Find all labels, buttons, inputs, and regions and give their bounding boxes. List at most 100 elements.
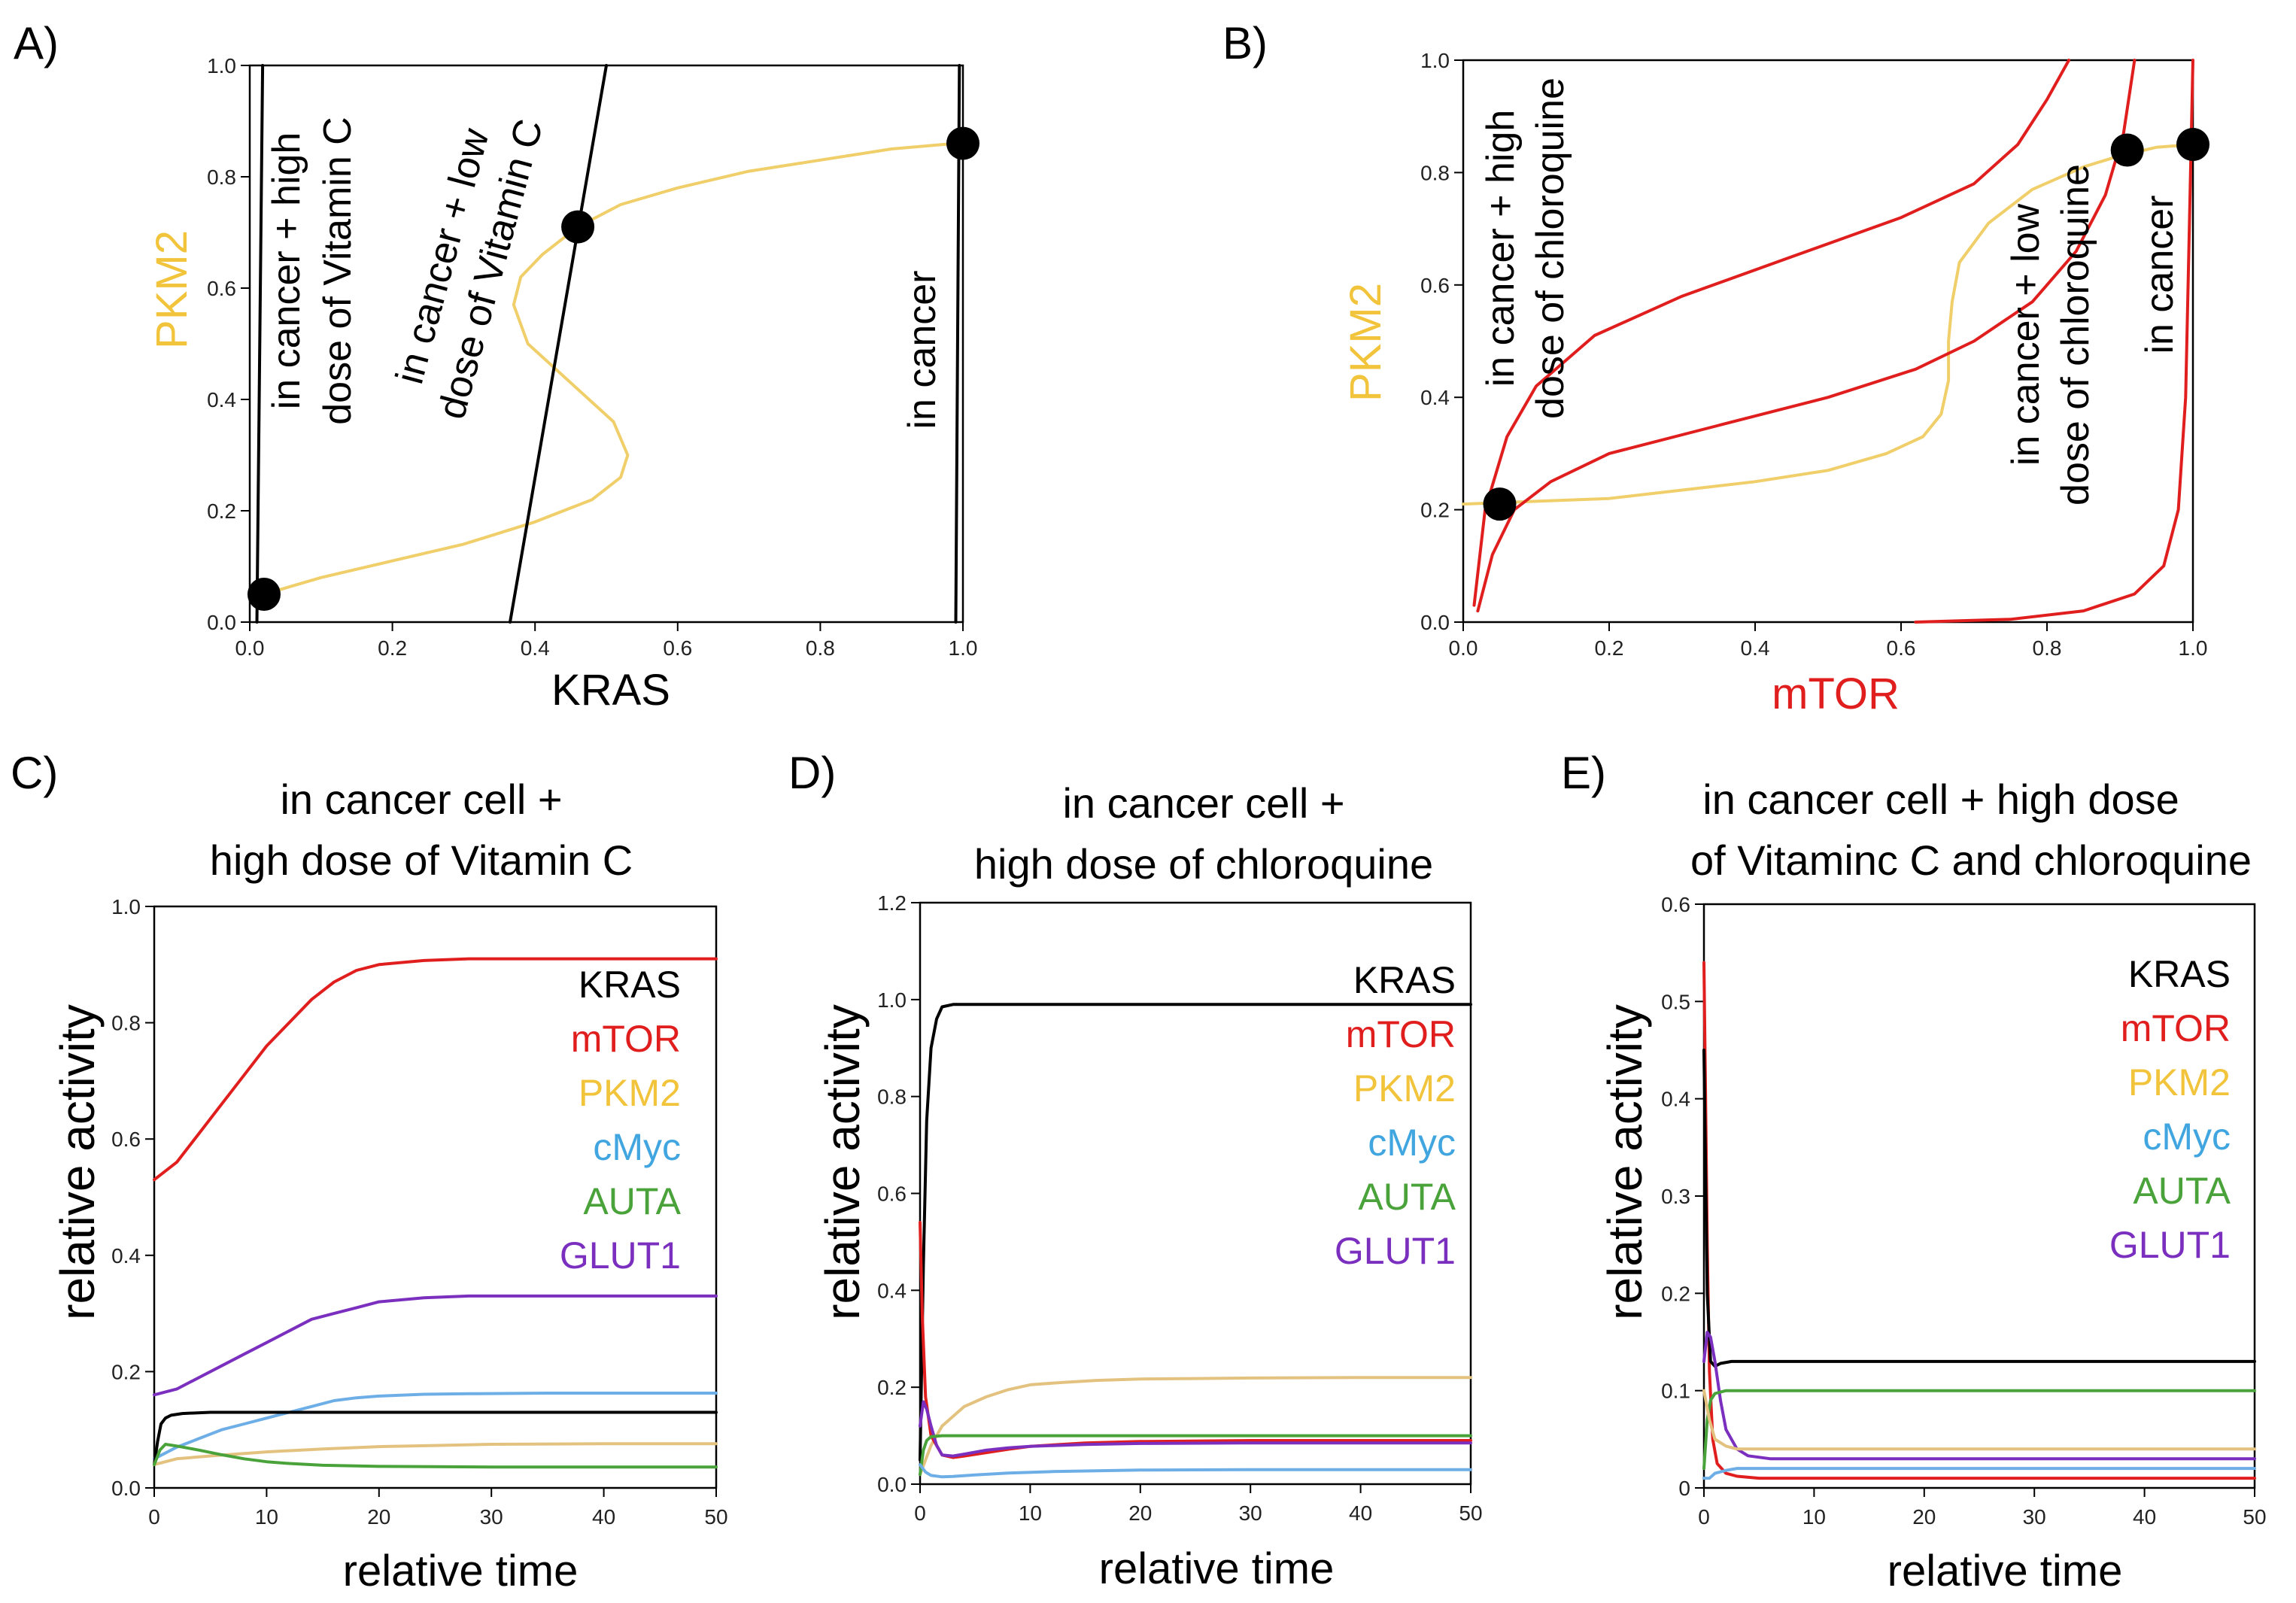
axes-d: 0 10 20 30 40 50 0.0 0.2 0.4 0.6 0.8 1.0 1.2 xyxy=(877,891,1483,1525)
x-tick-label-a: 0.0 xyxy=(235,636,265,660)
legend-item-e-glut1: GLUT1 xyxy=(2109,1224,2231,1266)
y-tick-label-a: 0.8 xyxy=(207,165,236,189)
annotation-a-high-line2: dose of Vitamin C xyxy=(316,117,360,424)
plot-area-b xyxy=(1462,59,2209,624)
plot-area-a xyxy=(247,64,979,624)
series-line-a-pkm2-nullcline xyxy=(263,141,958,596)
x-axis-label-c: relative time xyxy=(343,1547,579,1595)
x-axis-label-a: KRAS xyxy=(551,666,670,715)
annotation-b-low: in cancer + low dose of chloroquine xyxy=(2004,164,2097,505)
panel-a: A) 0.0 0.2 0.4 0.6 0.8 1.00.00.20.40.60.81.0 … xyxy=(14,18,979,715)
fixed-point-marker-b xyxy=(1483,487,1517,521)
y-tick-label-c: 0.4 xyxy=(111,1244,141,1268)
y-tick-label-e: 0.1 xyxy=(1661,1380,1690,1403)
annotation-b-low-line2: dose of chloroquine xyxy=(2054,164,2097,505)
annotation-a-high: in cancer + high dose of Vitamin C xyxy=(265,117,360,424)
x-tick-label-c: 10 xyxy=(255,1505,278,1529)
y-tick-label-b: 0.8 xyxy=(1420,161,1450,184)
x-tick-label-e: 10 xyxy=(1802,1505,1826,1529)
x-axis-label-b: mTOR xyxy=(1772,669,1900,718)
legend-item-c-glut1: GLUT1 xyxy=(560,1234,681,1277)
y-tick-label-d: 0.0 xyxy=(877,1473,907,1496)
annotation-b-cancer: in cancer xyxy=(2138,196,2182,354)
legend-item-d-mtor: mTOR xyxy=(1346,1013,1456,1055)
x-tick-label-b: 0.4 xyxy=(1741,636,1770,660)
y-tick-label-d: 0.8 xyxy=(877,1085,907,1109)
x-tick-label-c: 0 xyxy=(148,1505,160,1529)
y-tick-label-b: 0.4 xyxy=(1420,386,1450,409)
x-tick-label-e: 30 xyxy=(2023,1505,2046,1529)
y-tick-label-c: 0.6 xyxy=(111,1128,141,1151)
y-tick-label-a: 1.0 xyxy=(207,54,236,77)
y-tick-label-a: 0.6 xyxy=(207,277,236,300)
x-tick-label-d: 10 xyxy=(1019,1501,1042,1525)
y-tick-label-e: 0 xyxy=(1678,1477,1690,1500)
legend-item-c-cmyc: cMyc xyxy=(593,1126,681,1168)
x-tick-label-c: 50 xyxy=(704,1505,727,1529)
y-tick-label-d: 0.6 xyxy=(877,1183,907,1206)
y-tick-label-a: 0.4 xyxy=(207,388,236,411)
series-line-c-pkm2 xyxy=(153,1442,718,1467)
x-tick-label-a: 0.6 xyxy=(663,636,692,660)
x-tick-label-d: 50 xyxy=(1459,1501,1482,1525)
panel-c: C) in cancer cell + high dose of Vitamin… xyxy=(11,748,728,1595)
y-axis-label-e: relative activity xyxy=(1598,1004,1652,1320)
y-tick-label-a: 0.0 xyxy=(207,611,236,634)
plot-frame-c xyxy=(153,905,718,1489)
y-tick-label-c: 0.0 xyxy=(111,1477,141,1500)
legend-e: KRAS mTOR PKM2 cMyc AUTA GLUT1 xyxy=(2109,953,2231,1266)
series-line-e-pkm2 xyxy=(1702,1389,2256,1451)
x-tick-label-e: 40 xyxy=(2133,1505,2156,1529)
series-line-d-mtor xyxy=(919,1221,1472,1459)
x-tick-label-d: 0 xyxy=(914,1501,926,1525)
annotation-a-cancer: in cancer xyxy=(900,271,944,430)
chart-title-d-line1: in cancer cell + xyxy=(1062,779,1344,827)
y-tick-label-d: 1.2 xyxy=(877,891,907,915)
chart-title-e-line2: of Vitaminc C and chloroquine xyxy=(1690,836,2252,884)
annotation-b-high-line1: in cancer + high xyxy=(1479,110,1523,387)
plot-area-c xyxy=(153,957,718,1469)
series-line-c-glut1 xyxy=(153,1294,718,1397)
series-line-e-auta xyxy=(1702,1389,2256,1471)
y-axis-label-c: relative activity xyxy=(50,1004,105,1320)
y-tick-label-e: 0.5 xyxy=(1661,990,1690,1013)
x-tick-label-a: 0.8 xyxy=(806,636,835,660)
x-axis-label-d: relative time xyxy=(1099,1544,1335,1593)
y-tick-label-d: 1.0 xyxy=(877,988,907,1012)
legend-c: KRAS mTOR PKM2 cMyc AUTA GLUT1 xyxy=(560,964,682,1277)
chart-title-d-line2: high dose of chloroquine xyxy=(974,840,1433,888)
y-axis-label-d: relative activity xyxy=(815,1004,870,1320)
legend-item-c-kras: KRAS xyxy=(579,964,681,1006)
panel-b: B) 0.0 0.2 0.4 0.6 0.8 1.00.00.20.40.60.81.0 … xyxy=(1222,18,2209,718)
y-tick-label-e: 0.2 xyxy=(1661,1282,1690,1305)
x-tick-label-b: 0.2 xyxy=(1595,636,1624,660)
series-line-d-auta xyxy=(919,1434,1472,1477)
legend-d: KRAS mTOR PKM2 cMyc AUTA GLUT1 xyxy=(1335,959,1456,1272)
y-tick-label-d: 0.2 xyxy=(877,1376,907,1399)
series-line-e-cmyc xyxy=(1702,1467,2256,1480)
x-tick-label-e: 0 xyxy=(1698,1505,1710,1529)
y-tick-label-c: 0.2 xyxy=(111,1360,141,1383)
chart-title-e-line1: in cancer cell + high dose xyxy=(1702,776,2179,823)
x-tick-label-d: 20 xyxy=(1128,1501,1152,1525)
legend-item-c-pkm2: PKM2 xyxy=(579,1072,681,1114)
x-tick-label-a: 1.0 xyxy=(949,636,978,660)
axes-b: 0.0 0.2 0.4 0.6 0.8 1.0 0.0 0.2 0.4 0.6 0.8 1.0 xyxy=(1420,49,2207,660)
x-tick-label-b: 0.8 xyxy=(2033,636,2062,660)
series-line-d-kras xyxy=(919,1003,1472,1462)
y-axis-label-b: PKM2 xyxy=(1341,283,1390,402)
annotation-b-high: in cancer + high dose of chloroquine xyxy=(1479,77,1572,419)
fixed-point-marker-b xyxy=(2176,128,2209,162)
annotation-b-low-line1: in cancer + low xyxy=(2004,203,2048,466)
series-line-c-kras xyxy=(153,1410,718,1467)
x-tick-label-d: 40 xyxy=(1349,1501,1372,1525)
annotation-a-high-line1: in cancer + high xyxy=(265,132,308,410)
x-axis-label-e: relative time xyxy=(1888,1547,2123,1595)
series-line-d-pkm2 xyxy=(919,1376,1472,1477)
series-line-c-mtor xyxy=(153,957,718,1182)
y-tick-label-b: 0.2 xyxy=(1420,499,1450,522)
annotations-a: in cancer + high dose of Vitamin C in ca… xyxy=(265,114,944,430)
plot-area-e xyxy=(1702,961,2256,1480)
panel-label-c: C) xyxy=(11,748,58,798)
